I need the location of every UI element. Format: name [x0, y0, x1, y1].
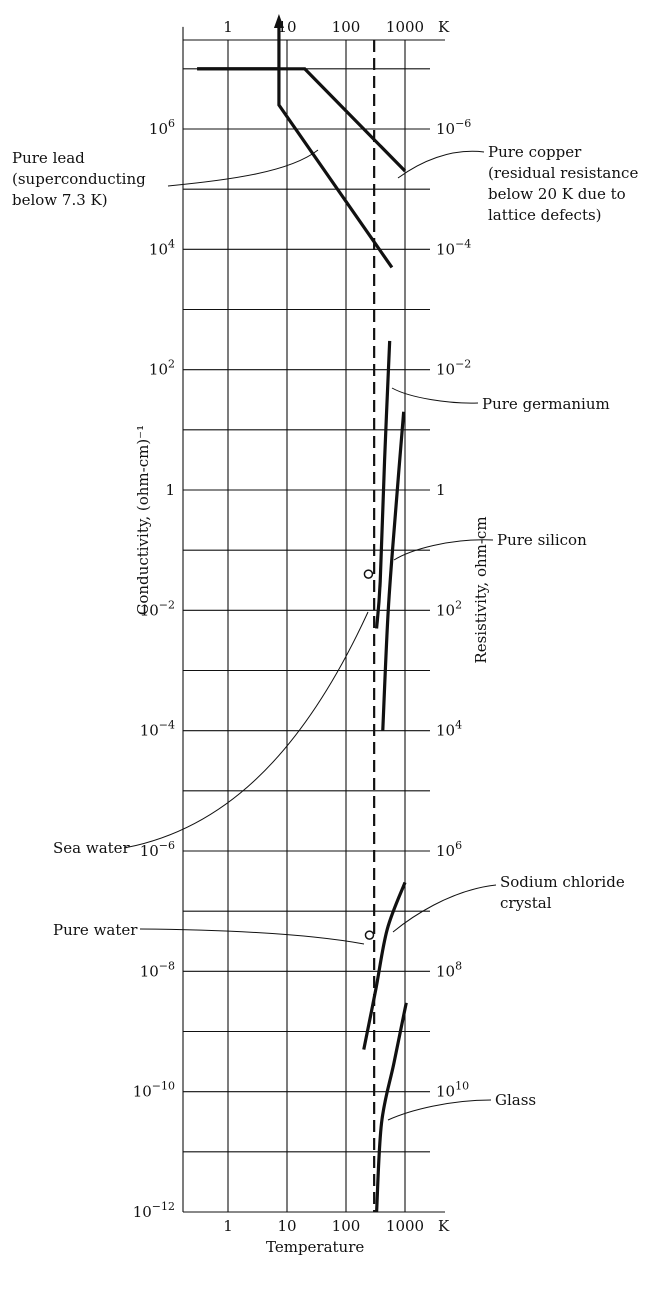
x-unit-bottom: K [438, 1217, 450, 1235]
y-right-axis-title: Resistivity, ohm-cm [472, 516, 490, 663]
y-right-tick-label: 10−4 [436, 237, 471, 258]
leader-pure-lead [167, 149, 319, 187]
annotation-pure-germanium: Pure germanium [482, 395, 610, 413]
annotation-pure-copper: (residual resistance [488, 164, 638, 182]
x-unit-top: K [438, 18, 450, 36]
y-left-axis-title: Conductivity, (ohm-cm)⁻¹ [134, 425, 152, 615]
x-axis-title: Temperature [266, 1238, 364, 1256]
point-pure-water [364, 930, 375, 940]
annotation-pure-copper: Pure copper [488, 143, 582, 161]
leader-pure-water [139, 928, 365, 945]
x-tick-label-top: 10 [277, 18, 296, 36]
leader-pure-copper [397, 150, 485, 179]
series-pure-germanium [374, 340, 392, 629]
x-tick-label-top: 1000 [386, 18, 424, 36]
x-tick-label-bottom: 1000 [386, 1217, 424, 1235]
y-left-tick-label: 10−10 [133, 1080, 175, 1101]
lead-arrow-head [273, 14, 284, 28]
series-pure-lead [197, 67, 394, 269]
y-right-tick-label: 1 [436, 481, 446, 499]
y-right-tick-label: 106 [436, 839, 462, 860]
series-sodium-chloride-crystal [362, 881, 407, 1050]
point-sea-water [363, 569, 374, 579]
y-right-tick-label: 108 [436, 959, 462, 980]
y-right-tick-label: 104 [436, 719, 462, 740]
x-tick-label-top: 1 [223, 18, 233, 36]
leader-pure-silicon [393, 539, 494, 561]
y-right-tick-label: 10−2 [436, 358, 471, 379]
annotation-pure-lead: Pure lead [12, 149, 85, 167]
annotation-glass: Glass [495, 1091, 536, 1109]
x-tick-label-bottom: 1 [223, 1217, 233, 1235]
y-right-tick-label: 1010 [436, 1080, 469, 1101]
annotation-sodium-chloride-crystal: Sodium chloride [500, 873, 625, 891]
annotation-sodium-chloride-crystal: crystal [500, 894, 552, 912]
leader-sea-water [123, 611, 369, 849]
y-left-tick-label: 10−8 [140, 959, 175, 980]
y-left-tick-label: 10−12 [133, 1200, 175, 1221]
y-right-tick-label: 10−6 [436, 117, 471, 138]
x-tick-label-bottom: 10 [277, 1217, 296, 1235]
x-tick-label-bottom: 100 [332, 1217, 361, 1235]
annotation-pure-copper: below 20 K due to [488, 185, 626, 203]
grid-group [182, 26, 445, 1213]
y-right-tick-label: 102 [436, 598, 462, 619]
y-left-tick-label: 10−2 [140, 598, 175, 619]
annotation-pure-lead: (superconducting [12, 170, 146, 188]
annotation-pure-silicon: Pure silicon [497, 531, 587, 549]
annotation-sea-water: Sea water [53, 839, 131, 857]
y-left-tick-label: 10−4 [140, 719, 175, 740]
annotation-pure-water: Pure water [53, 921, 138, 939]
y-left-tick-label: 102 [149, 358, 175, 379]
annotation-pure-copper: lattice defects) [488, 206, 602, 224]
leader-glass [387, 1099, 492, 1121]
leader-sodium-chloride-crystal [392, 884, 497, 933]
y-left-tick-label: 1 [165, 481, 175, 499]
series-pure-silicon [381, 411, 406, 731]
annotation-pure-lead: below 7.3 K) [12, 191, 108, 209]
y-left-tick-label: 104 [149, 237, 175, 258]
leader-pure-germanium [391, 387, 479, 404]
series-glass [374, 1002, 408, 1213]
y-left-tick-label: 10−6 [140, 839, 175, 860]
series-group [197, 14, 408, 1213]
x-tick-label-top: 100 [332, 18, 361, 36]
y-left-tick-label: 106 [149, 117, 175, 138]
series-pure-copper [197, 67, 407, 173]
